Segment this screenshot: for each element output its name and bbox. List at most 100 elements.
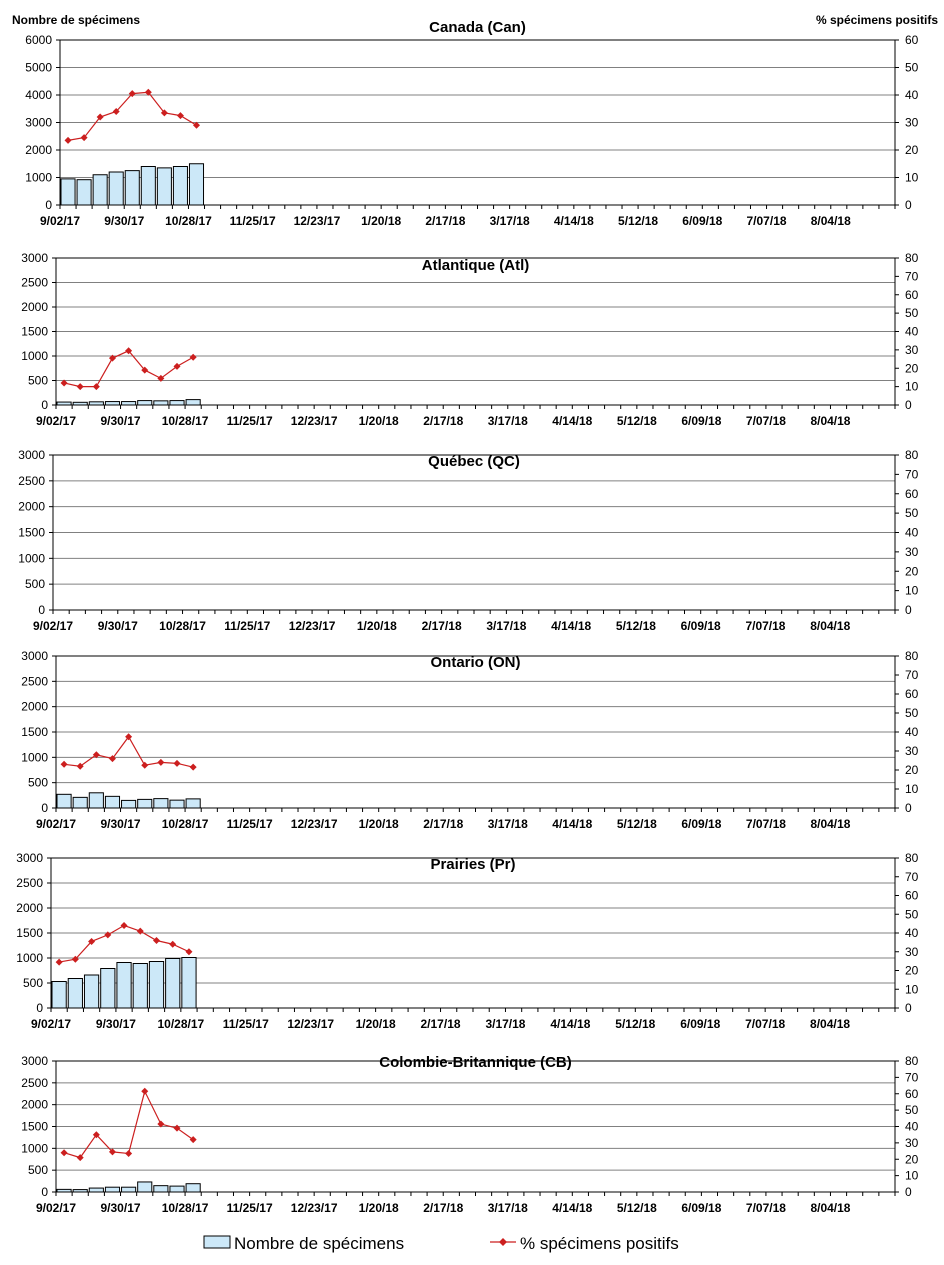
bar (148, 961, 165, 1009)
y2-tick-label: 50 (905, 61, 919, 75)
y2-tick-label: 0 (905, 1185, 912, 1199)
y2-tick-label: 30 (905, 343, 919, 357)
x-tick-label: 8/04/18 (810, 619, 850, 633)
line-point (76, 383, 84, 391)
bar (121, 1186, 137, 1193)
bar (181, 957, 197, 1009)
y-tick-label: 2500 (16, 876, 43, 890)
bar (169, 400, 185, 406)
y-tick-label: 1000 (18, 551, 45, 565)
line-point (136, 927, 144, 935)
y2-tick-label: 80 (905, 251, 919, 265)
x-tick-label: 4/14/18 (550, 1017, 590, 1031)
bar (153, 1185, 169, 1193)
bar (124, 170, 140, 206)
x-tick-label: 12/23/17 (291, 414, 338, 428)
y-tick-label: 500 (28, 374, 48, 388)
x-tick-label: 5/12/18 (617, 817, 657, 831)
x-tick-label: 10/28/17 (162, 414, 209, 428)
x-tick-label: 9/30/17 (96, 1017, 136, 1031)
bar (104, 401, 121, 406)
bar (83, 974, 100, 1009)
line-point (71, 955, 79, 963)
x-tick-label: 11/25/17 (227, 414, 273, 428)
x-tick-label: 9/02/17 (36, 817, 76, 831)
y-tick-label: 0 (45, 198, 52, 212)
y2-tick-label: 0 (905, 398, 912, 412)
line-point (92, 383, 100, 391)
line-point (108, 755, 116, 763)
bar (169, 1185, 185, 1193)
line-point (55, 958, 63, 966)
legend-bar-swatch (203, 1235, 231, 1249)
y2-tick-label: 0 (905, 198, 912, 212)
y-tick-label: 2000 (21, 1098, 48, 1112)
y-tick-label: 3000 (16, 851, 43, 865)
y-tick-label: 1500 (18, 526, 45, 540)
y2-tick-label: 30 (905, 945, 919, 959)
bar (188, 163, 205, 206)
line-point (173, 362, 181, 370)
bar (185, 798, 201, 809)
x-tick-label: 6/09/18 (681, 817, 721, 831)
y2-tick-label: 50 (905, 306, 919, 320)
y2-tick-label: 20 (905, 361, 919, 375)
y2-tick-label: 50 (905, 907, 919, 921)
line-point (173, 1124, 181, 1132)
line-point (64, 136, 72, 144)
right-axis-label: % spécimens positifs (816, 13, 938, 27)
x-tick-label: 9/02/17 (33, 619, 73, 633)
bar (51, 981, 67, 1009)
y-tick-label: 500 (28, 776, 48, 790)
bar (140, 166, 156, 206)
x-tick-label: 10/28/17 (159, 619, 206, 633)
bar (172, 166, 188, 206)
x-tick-label: 7/07/18 (745, 1017, 785, 1031)
x-tick-label: 9/02/17 (40, 214, 80, 228)
bar (185, 399, 201, 406)
x-tick-label: 4/14/18 (552, 817, 592, 831)
y2-tick-label: 30 (905, 1136, 919, 1150)
x-tick-label: 6/09/18 (681, 619, 721, 633)
y2-tick-label: 60 (905, 687, 919, 701)
y2-tick-label: 70 (905, 1070, 919, 1084)
x-tick-label: 8/04/18 (810, 414, 850, 428)
x-tick-label: 3/17/18 (488, 414, 528, 428)
x-tick-label: 9/30/17 (101, 414, 141, 428)
line-point (108, 354, 116, 362)
y-tick-label: 5000 (25, 61, 52, 75)
y2-tick-label: 40 (905, 725, 919, 739)
x-tick-label: 6/09/18 (681, 1201, 721, 1215)
y2-tick-label: 0 (905, 801, 912, 815)
bar (104, 1186, 121, 1193)
chart-title: Québec (QC) (428, 453, 520, 470)
bar (153, 400, 169, 406)
x-tick-label: 9/30/17 (104, 214, 144, 228)
x-tick-label: 4/14/18 (552, 1201, 592, 1215)
y-tick-label: 0 (41, 1185, 48, 1199)
x-tick-label: 12/23/17 (291, 817, 338, 831)
x-tick-label: 5/12/18 (617, 414, 657, 428)
x-tick-label: 6/09/18 (680, 1017, 720, 1031)
y2-tick-label: 20 (905, 964, 919, 978)
x-tick-label: 11/25/17 (224, 619, 270, 633)
x-tick-label: 6/09/18 (682, 214, 722, 228)
bar (169, 799, 185, 809)
line-point (141, 761, 149, 769)
y-tick-label: 2500 (18, 474, 45, 488)
bar (76, 179, 92, 206)
x-tick-label: 9/02/17 (36, 414, 76, 428)
y-tick-label: 2000 (18, 500, 45, 514)
y2-tick-label: 60 (905, 487, 919, 501)
x-tick-label: 5/12/18 (617, 1201, 657, 1215)
line-point (92, 751, 100, 759)
line-point (108, 1148, 116, 1156)
bar (60, 178, 76, 206)
x-tick-label: 3/17/18 (490, 214, 530, 228)
bar (100, 968, 116, 1009)
line-point (125, 733, 133, 741)
x-tick-label: 12/23/17 (287, 1017, 334, 1031)
y2-tick-label: 60 (905, 33, 919, 47)
y2-tick-label: 40 (905, 88, 919, 102)
x-tick-label: 11/25/17 (230, 214, 276, 228)
